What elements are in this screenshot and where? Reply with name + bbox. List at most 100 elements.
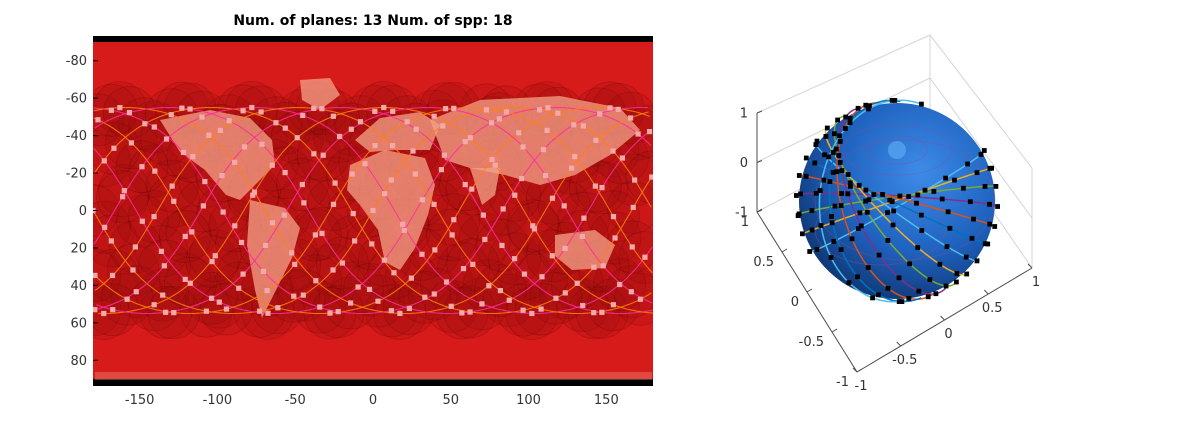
orbit-segment xyxy=(951,270,956,274)
sphere-satellite-marker xyxy=(813,190,819,196)
sphere-satellite-marker xyxy=(817,188,823,193)
satellite-marker xyxy=(240,271,246,277)
sphere-satellite-marker xyxy=(809,208,815,213)
sphere-satellite-marker xyxy=(922,187,928,193)
sphere-satellite-marker xyxy=(899,299,905,304)
satellite-marker xyxy=(256,308,263,314)
orbit-segment xyxy=(825,245,829,252)
satellite-marker xyxy=(574,280,580,286)
satellite-marker xyxy=(462,138,468,145)
orbit-segment xyxy=(821,169,826,177)
sphere-satellite-marker xyxy=(813,142,819,147)
orbit-segment xyxy=(929,235,936,240)
sphere-satellite-marker xyxy=(838,203,844,208)
satellite-marker xyxy=(448,303,454,309)
satellite-marker xyxy=(130,267,136,273)
satellite-marker xyxy=(142,121,148,127)
sphere-satellite-marker xyxy=(867,103,872,109)
orbit-segment xyxy=(893,204,901,210)
y-tick-label: 80 xyxy=(70,354,87,369)
sphere-satellite-marker xyxy=(944,244,950,249)
sphere-satellite-marker xyxy=(821,177,827,183)
satellite-marker xyxy=(294,135,300,141)
coverage-footprint xyxy=(625,150,653,204)
orbit-segment xyxy=(862,292,868,297)
satellite-marker xyxy=(232,223,238,229)
sphere-satellite-marker xyxy=(927,277,933,282)
sphere-satellite-marker xyxy=(823,134,829,139)
satellite-marker xyxy=(190,154,196,160)
satellite-marker xyxy=(251,189,258,195)
orbit-segment xyxy=(855,111,861,117)
satellite-marker xyxy=(443,279,450,285)
orbit-segment xyxy=(970,158,975,163)
sphere-satellite-marker xyxy=(885,285,891,291)
satellite-marker xyxy=(120,194,126,200)
sphere-satellite-marker xyxy=(992,224,998,229)
sphere-satellite-marker xyxy=(974,170,980,175)
sphere-satellite-marker xyxy=(954,271,960,276)
orbit-segment xyxy=(953,212,960,216)
y-tick-label: 60 xyxy=(70,316,87,331)
orbit-segment xyxy=(823,238,827,246)
orbit-segment xyxy=(982,169,986,172)
satellite-marker xyxy=(187,280,193,286)
satellite-marker xyxy=(335,309,341,315)
satellite-marker xyxy=(593,137,599,143)
y-tick-label: -80 xyxy=(66,54,87,69)
sphere-satellite-marker xyxy=(832,131,837,137)
satellite-marker xyxy=(349,171,355,177)
orbit-segment xyxy=(942,287,947,291)
satellite-marker xyxy=(117,105,123,111)
orbit-segment xyxy=(905,197,913,203)
orbit-segment xyxy=(837,188,840,196)
satellite-marker xyxy=(406,305,413,312)
satellite-marker xyxy=(496,116,502,122)
satellite-marker xyxy=(259,141,265,147)
y-tick-label: 40 xyxy=(70,279,87,294)
y-tick-label: -40 xyxy=(66,129,87,144)
x-tick-label: 150 xyxy=(594,393,619,408)
z-tick-label: -1 xyxy=(735,206,748,221)
satellite-marker xyxy=(258,109,264,115)
satellite-marker xyxy=(102,224,108,230)
sphere-satellite-marker xyxy=(857,210,863,216)
orbit-segment xyxy=(913,224,920,230)
satellite-marker xyxy=(382,191,388,197)
sphere-satellite-marker xyxy=(919,101,924,107)
map-y-ticks: -80 -60 -40 -20 0 20 40 60 80 xyxy=(66,54,98,369)
orbit-segment xyxy=(858,253,864,260)
orbit-segment xyxy=(813,208,819,211)
satellite-marker xyxy=(348,126,354,132)
satellite-marker xyxy=(291,293,297,299)
satellite-marker xyxy=(350,210,356,217)
satellite-marker xyxy=(171,198,177,204)
orbit-segment xyxy=(847,228,852,236)
satellite-marker xyxy=(179,105,185,111)
satellite-marker xyxy=(312,232,318,238)
satellite-marker xyxy=(282,169,288,176)
orbit-segment xyxy=(917,270,923,275)
ground-track xyxy=(437,210,652,315)
orbit-segment xyxy=(877,298,884,302)
orbit-segment xyxy=(861,281,868,287)
orbit-segment xyxy=(980,202,985,205)
sphere-satellite-marker xyxy=(837,139,843,144)
sphere-satellite-marker xyxy=(892,98,898,103)
grid-z0-right xyxy=(929,77,1033,219)
orbit-segment xyxy=(896,197,904,201)
sphere-satellite-marker xyxy=(855,105,861,111)
orbit-segment xyxy=(935,183,943,188)
satellite-marker xyxy=(538,306,544,312)
satellite-marker xyxy=(410,148,416,154)
satellite-marker xyxy=(628,115,634,121)
satellite-marker xyxy=(163,309,169,315)
satellite-marker xyxy=(404,119,410,125)
orbit-segment xyxy=(972,259,975,262)
orbit-segment xyxy=(929,205,937,210)
sphere-satellite-marker xyxy=(827,179,833,184)
orbit-segment xyxy=(821,232,825,239)
satellite-marker xyxy=(470,261,476,267)
africa xyxy=(347,150,435,270)
orbit-segment xyxy=(863,221,870,227)
